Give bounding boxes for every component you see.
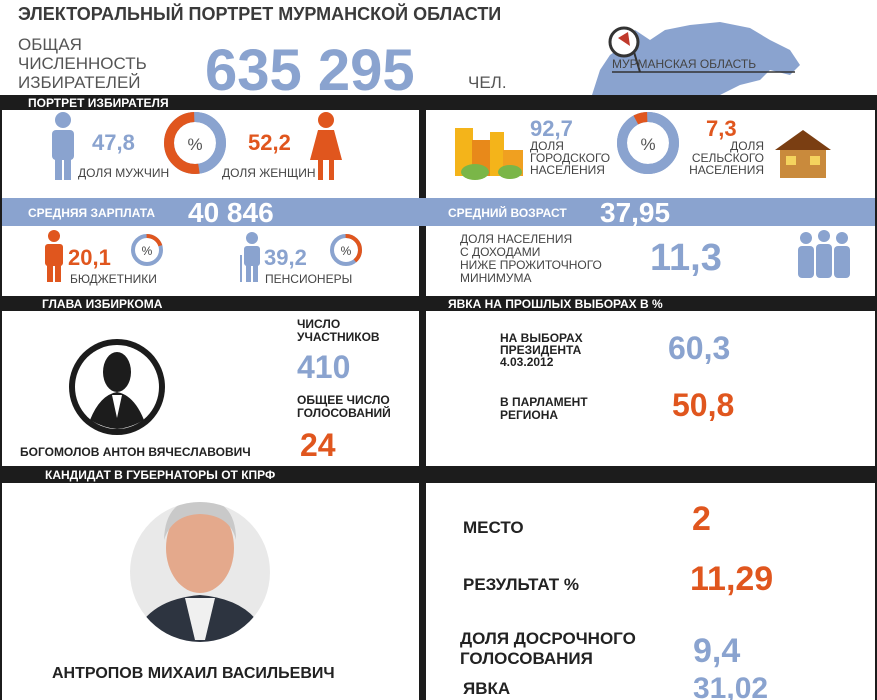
content: ЭЛЕКТОРАЛЬНЫЙ ПОРТРЕТ МУРМАНСКОЙ ОБЛАСТИ…: [18, 3, 773, 700]
donut-arc: [131, 234, 163, 266]
candidate-portrait: [130, 502, 270, 642]
place-label: МЕСТО: [463, 518, 524, 537]
bar-candidate: [0, 466, 877, 483]
urban-label: ГОРОДСКОГО: [530, 151, 610, 165]
voters-unit: ЧЕЛ.: [468, 73, 507, 92]
early-label: ДОЛЯ ДОСРОЧНОГО: [460, 629, 636, 648]
members: 410: [297, 349, 350, 385]
women-label: ДОЛЯ ЖЕНЩИН: [222, 166, 316, 180]
section-title: ГЛАВА ИЗБИРКОМА: [42, 297, 163, 311]
parliament-turnout: 50,8: [672, 387, 734, 423]
poverty: 11,3: [650, 237, 722, 279]
divider: [419, 226, 426, 700]
section-title: ПОРТРЕТ ИЗБИРАТЕЛЯ: [28, 96, 169, 110]
bar-salary: [0, 198, 877, 226]
house-icon: [775, 130, 831, 178]
pensioners-share: 39,2: [264, 245, 307, 270]
map-region: [618, 32, 630, 46]
rural-share: 7,3: [706, 116, 737, 141]
president-label: 4.03.2012: [500, 355, 554, 369]
rural-label: НАСЕЛЕНИЯ: [689, 163, 764, 177]
man-icon: [52, 112, 74, 180]
divider: [419, 110, 426, 198]
poverty-label: С ДОХОДАМИ: [460, 245, 540, 259]
president-label: НА ВЫБОРАХ: [500, 331, 583, 345]
parliament-label: РЕГИОНА: [500, 408, 558, 422]
turnout-label: ЯВКА: [463, 679, 510, 698]
candidate-name: АНТРОПОВ МИХАИЛ ВАСИЛЬЕВИЧ: [52, 665, 335, 682]
urban-label: ДОЛЯ: [530, 139, 564, 153]
russia-map: [592, 22, 800, 105]
region-label: МУРМАНСКАЯ ОБЛАСТЬ: [612, 57, 756, 71]
president-turnout: 60,3: [668, 330, 730, 366]
early-label: ГОЛОСОВАНИЯ: [460, 649, 593, 668]
result-label: РЕЗУЛЬТАТ %: [463, 575, 579, 594]
salary: 40 846: [188, 197, 274, 228]
pensioners-label: ПЕНСИОНЕРЫ: [265, 272, 352, 286]
chair-name: БОГОМОЛОВ АНТОН ВЯЧЕСЛАВОВИЧ: [20, 445, 251, 459]
pensioner-icon: [240, 232, 260, 282]
voters-label: ИЗБИРАТЕЛЕЙ: [18, 73, 141, 92]
urban-share: 92,7: [530, 116, 573, 141]
parliament-label: В ПАРЛАМЕНТ: [500, 395, 588, 409]
men-share: 47,8: [92, 130, 135, 155]
public-sector-label: БЮДЖЕТНИКИ: [70, 272, 157, 286]
public-sector-share: 20,1: [68, 245, 111, 270]
urban-label: НАСЕЛЕНИЯ: [530, 163, 605, 177]
women-share: 52,2: [248, 130, 291, 155]
rural-label: ДОЛЯ: [730, 139, 764, 153]
bar-portrait: [0, 95, 877, 110]
members-label: ЧИСЛО: [297, 317, 340, 331]
donut-arc: [330, 234, 362, 266]
people-icon: [798, 230, 850, 278]
president-label: ПРЕЗИДЕНТА: [500, 343, 582, 357]
turnout: 31,02: [693, 672, 768, 700]
donut-arc: [164, 112, 226, 174]
votes: 24: [300, 427, 336, 463]
frame-left: [0, 110, 2, 700]
place: 2: [692, 500, 711, 538]
age: 37,95: [600, 197, 670, 228]
members-label: УЧАСТНИКОВ: [297, 330, 380, 344]
title: ЭЛЕКТОРАЛЬНЫЙ ПОРТРЕТ МУРМАНСКОЙ ОБЛАСТИ: [18, 3, 501, 24]
voters-label: ОБЩАЯ: [18, 35, 82, 54]
poverty-label: МИНИМУМА: [460, 271, 532, 285]
chair-portrait: [69, 339, 165, 435]
percent-sign: %: [142, 244, 153, 258]
percent-sign: %: [341, 244, 352, 258]
early: 9,4: [693, 632, 740, 670]
city-icon: [455, 128, 523, 180]
men-label: ДОЛЯ МУЖЧИН: [78, 166, 169, 180]
bar-commission: [0, 296, 877, 311]
worker-icon: [45, 230, 63, 282]
percent-sign: %: [187, 135, 202, 154]
poverty-label: НИЖЕ ПРОЖИТОЧНОГО: [460, 258, 602, 272]
layout: [0, 22, 877, 700]
result: 11,29: [690, 560, 773, 598]
frame-right: [875, 110, 877, 700]
rural-label: СЕЛЬСКОГО: [692, 151, 764, 165]
woman-icon: [310, 112, 342, 180]
voters-label: ЧИСЛЕННОСТЬ: [18, 54, 147, 73]
age-label: СРЕДНИЙ ВОЗРАСТ: [448, 205, 567, 220]
donut-arc: [617, 112, 679, 174]
section-title: ЯВКА НА ПРОШЛЫХ ВЫБОРАХ В %: [448, 297, 663, 311]
votes-label: ОБЩЕЕ ЧИСЛО: [297, 393, 390, 407]
votes-label: ГОЛОСОВАНИЙ: [297, 405, 391, 420]
voters-value: 635 295: [205, 38, 415, 103]
percent-sign: %: [640, 135, 655, 154]
poverty-label: ДОЛЯ НАСЕЛЕНИЯ: [460, 232, 572, 246]
salary-label: СРЕДНЯЯ ЗАРПЛАТА: [28, 206, 155, 220]
section-title: КАНДИДАТ В ГУБЕРНАТОРЫ ОТ КПРФ: [45, 468, 275, 482]
marker-leader: [633, 51, 641, 73]
